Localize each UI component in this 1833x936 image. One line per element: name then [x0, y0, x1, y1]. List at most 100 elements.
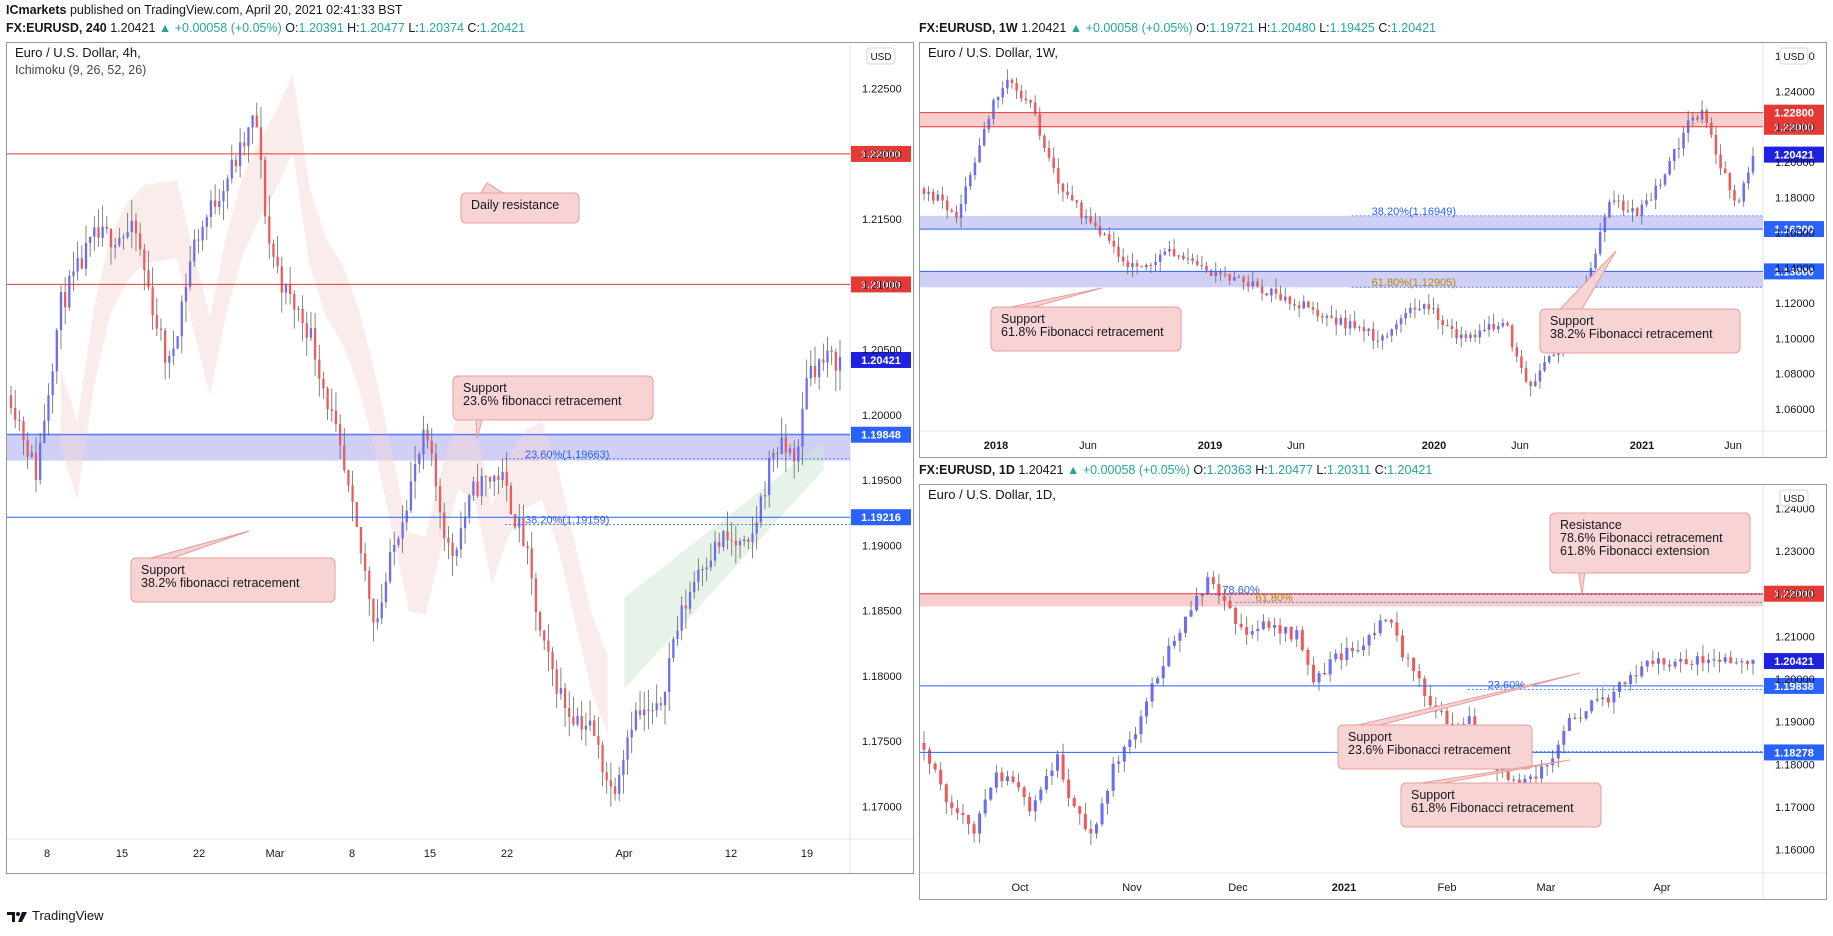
candle [705, 557, 708, 582]
candle [230, 144, 233, 184]
candle [1635, 206, 1639, 216]
candle-body [1024, 98, 1028, 101]
candle [1353, 311, 1356, 331]
candle-body [318, 359, 321, 379]
chart-frame-1w[interactable]: 1.22800 1.22000 1.16200 1.13800 38.20%(1.169… [919, 42, 1827, 458]
candle [1378, 614, 1382, 637]
candle-body [982, 129, 986, 146]
candle [1367, 633, 1371, 656]
candle-body [297, 308, 300, 310]
candle [1239, 613, 1243, 631]
candle-body [309, 328, 313, 338]
candle [1178, 628, 1182, 653]
candle-body [713, 541, 717, 561]
candle-body [1161, 666, 1165, 679]
candle [1400, 629, 1405, 662]
candle-body [680, 605, 683, 631]
candle-body [538, 612, 542, 631]
candle [155, 298, 158, 337]
candle [1300, 626, 1304, 652]
chart-canvas-1d[interactable]: 1.220001.198381.1827878.60%61.80%23.60%6… [920, 485, 1826, 899]
candle-body [772, 452, 775, 458]
y-tick-label: 1.23000 [1775, 546, 1815, 558]
candle [1515, 342, 1519, 363]
candle [1598, 222, 1602, 257]
symbol-label[interactable]: FX:EURUSD, 1D [919, 463, 1015, 477]
zone-support-2 [920, 271, 1763, 288]
candle [626, 730, 629, 775]
candle-body [1612, 200, 1616, 202]
candle-body [613, 786, 617, 794]
current-price-tag: 1.20421 [1764, 146, 1824, 163]
candle [1612, 190, 1616, 206]
candle [1089, 819, 1093, 845]
candle-body [255, 115, 258, 128]
candle-body [1251, 281, 1255, 287]
candle [1260, 279, 1264, 301]
candle-body [780, 437, 783, 455]
candle-body [580, 716, 583, 730]
candle [176, 335, 179, 350]
candle-body [1029, 100, 1032, 103]
candle-body [1265, 293, 1268, 296]
candle-body [1080, 202, 1083, 219]
callout-text: Support [141, 563, 185, 577]
candle-body [1307, 301, 1310, 308]
candle-body [1409, 307, 1412, 313]
candle-body [1131, 263, 1134, 268]
candle [1183, 616, 1188, 638]
candle [609, 762, 613, 807]
change-value: +0.00058 (+0.05%) [174, 21, 282, 35]
x-tick-label: 12 [725, 848, 737, 860]
candle-body [1719, 154, 1722, 169]
candle [1005, 770, 1009, 786]
candle-body [1111, 763, 1115, 791]
footer-brand[interactable]: TradingView [6, 908, 104, 923]
candle-body [927, 191, 930, 195]
symbol-label[interactable]: FX:EURUSD, 240 [6, 21, 107, 35]
price-tag-label: 1.19216 [861, 512, 901, 524]
candle [330, 388, 333, 422]
candle-body [1436, 308, 1440, 321]
candle-body [1121, 256, 1125, 262]
candle [1543, 355, 1546, 373]
candle [1122, 744, 1126, 772]
y-tick-label: 1.08000 [1775, 369, 1815, 381]
candle-body [268, 216, 271, 244]
candle-body [1214, 271, 1218, 276]
candle-body [738, 541, 742, 546]
candle-body [263, 159, 267, 217]
candle-body [1150, 683, 1154, 702]
candle [1594, 248, 1597, 270]
candle [1011, 770, 1015, 784]
chart-canvas-1w[interactable]: 1.22800 1.22000 1.16200 1.13800 38.20%(1.169… [920, 43, 1826, 457]
candle [1293, 298, 1296, 311]
candle-body [1209, 270, 1213, 276]
currency-badge: USD [866, 47, 896, 65]
candle [493, 474, 496, 496]
candle-body [380, 602, 383, 619]
candle-body [288, 284, 292, 295]
candle-body [1478, 330, 1482, 338]
candle-body [1718, 659, 1722, 662]
chart-canvas-4h[interactable]: 1.22000 1.21000 1.19848 1.19216 23.60%(1.196… [7, 43, 913, 873]
candle [1219, 268, 1222, 281]
candle-body [584, 725, 588, 730]
candle-body [30, 452, 33, 457]
candle [1080, 199, 1083, 225]
chart-frame-4h[interactable]: 1.22000 1.21000 1.19848 1.19216 23.60%(1.196… [6, 42, 914, 874]
candle-body [1274, 288, 1278, 294]
candle [922, 731, 926, 761]
candle [172, 330, 175, 366]
candle [1251, 272, 1255, 290]
candle [413, 445, 417, 499]
candle [1168, 240, 1171, 257]
candle-body [1529, 381, 1532, 386]
candle [1107, 227, 1111, 245]
candle [301, 295, 304, 341]
candle-body [1626, 210, 1630, 212]
chart-frame-1d[interactable]: 1.220001.198381.1827878.60%61.80%23.60%6… [919, 484, 1827, 900]
candle-body [1464, 334, 1468, 338]
publisher-name[interactable]: ICmarkets [6, 3, 67, 17]
symbol-label[interactable]: FX:EURUSD, 1W [919, 21, 1018, 35]
